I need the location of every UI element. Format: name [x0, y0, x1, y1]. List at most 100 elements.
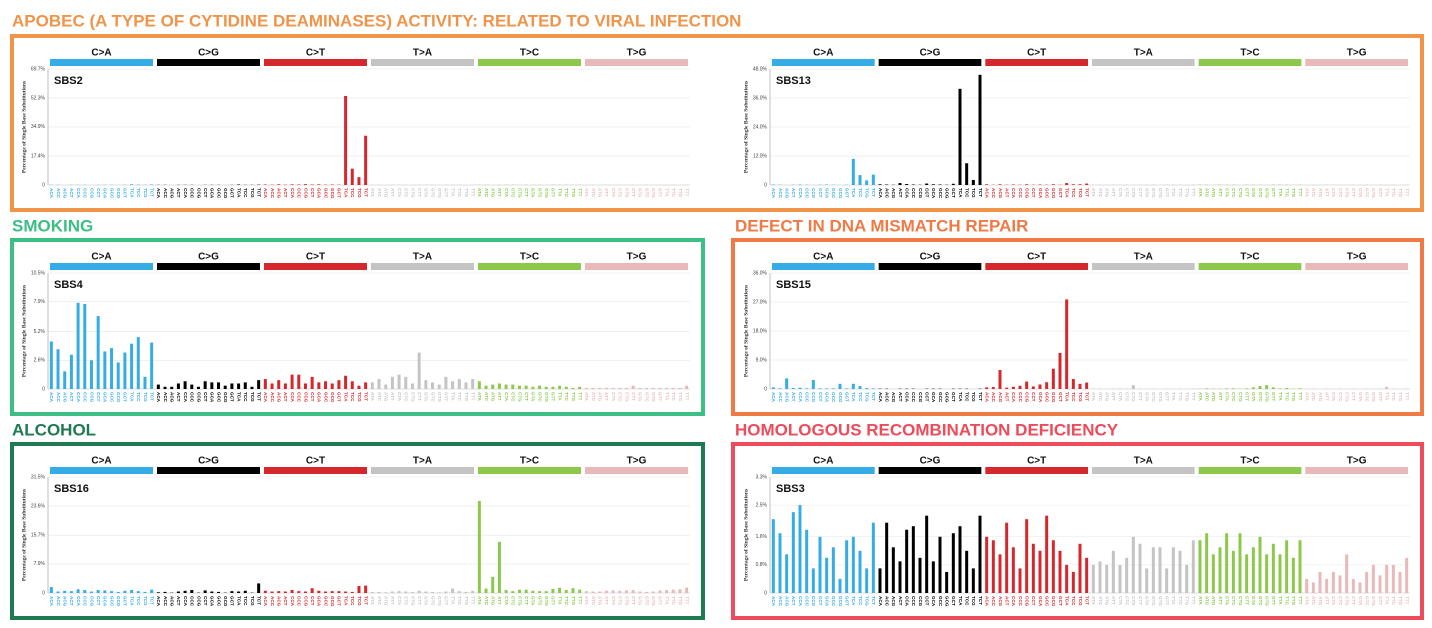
x-tick-label: TCG — [143, 392, 148, 402]
bar — [377, 591, 381, 593]
bar — [978, 515, 982, 593]
x-tick-label: ATG — [1211, 188, 1216, 198]
bar — [891, 547, 895, 593]
section-title: APOBEC (A TYPE OF CYTIDINE DEAMINASES) A… — [12, 11, 741, 30]
bar — [357, 586, 361, 593]
bar — [1031, 543, 1035, 593]
x-tick-label: CTG — [1344, 188, 1349, 198]
x-tick-label: CCA — [798, 596, 803, 607]
mutation-type-strip — [985, 263, 1088, 270]
x-tick-label: TCC — [964, 188, 969, 198]
bar — [477, 381, 481, 389]
mutation-type-strip — [50, 263, 153, 270]
mutation-type-strip — [371, 59, 474, 66]
x-tick-label: CCA — [76, 188, 81, 199]
x-tick-label: ATT — [497, 188, 502, 197]
bar — [497, 541, 501, 593]
mutation-type-strip — [585, 59, 688, 66]
x-tick-label: CCC — [911, 596, 916, 607]
bar — [951, 533, 955, 593]
x-tick-label: GTC — [1258, 392, 1263, 402]
bar — [156, 592, 160, 593]
x-tick-label: CTT — [417, 392, 422, 401]
x-tick-label: GCT — [1058, 188, 1063, 198]
x-tick-label: TCA — [958, 188, 963, 198]
bar — [277, 184, 281, 185]
x-tick-label: ATC — [377, 188, 382, 198]
bar — [658, 387, 662, 389]
x-tick-label: GCC — [1044, 392, 1049, 403]
x-tick-label: TTC — [1391, 392, 1396, 402]
mutation-type-strip — [264, 263, 367, 270]
bar — [1325, 578, 1329, 593]
x-tick-label: CCC — [1018, 392, 1023, 403]
mutation-type-strip — [478, 467, 581, 474]
x-tick-label: GTT — [1378, 392, 1383, 401]
bar — [971, 179, 975, 185]
mutation-type-strip — [585, 263, 688, 270]
bar — [370, 591, 374, 593]
bar — [1211, 554, 1215, 593]
mutation-type-strip — [878, 263, 982, 270]
bar — [898, 183, 902, 185]
x-tick-label: CTT — [1244, 392, 1249, 401]
x-tick-label: GCG — [330, 392, 335, 403]
bar — [771, 387, 775, 389]
bar — [136, 591, 140, 593]
x-tick-label: GTA — [1144, 392, 1149, 402]
x-tick-label: CCT — [1031, 596, 1036, 606]
y-axis-label: Percentage of Single Base Substitutions — [743, 489, 749, 581]
bar — [103, 590, 107, 593]
bar — [484, 588, 488, 593]
mutation-type-strip — [985, 467, 1088, 474]
x-tick-label: ACT — [1004, 392, 1009, 402]
bar — [444, 591, 448, 593]
bar — [531, 590, 535, 593]
x-tick-label: TTA — [450, 596, 455, 605]
x-tick-label: TCT — [363, 596, 368, 605]
bar — [685, 587, 689, 593]
x-tick-label: TCA — [851, 188, 856, 198]
bar — [217, 591, 221, 593]
x-tick-label: CCG — [918, 392, 923, 403]
bar — [444, 376, 448, 389]
x-tick-label: GCA — [317, 188, 322, 199]
bar — [1205, 533, 1209, 593]
x-tick-label: GTG — [651, 188, 656, 198]
x-tick-label: TCG — [971, 188, 976, 198]
bar — [1258, 536, 1262, 593]
x-tick-label: CCG — [303, 188, 308, 199]
x-tick-label: ACC — [991, 392, 996, 403]
x-tick-label: TCC — [350, 392, 355, 402]
bar — [250, 386, 254, 389]
bar — [671, 387, 675, 389]
mutation-type-label: C>T — [306, 48, 325, 59]
bar — [1365, 571, 1369, 593]
x-tick-label: CCA — [904, 392, 909, 403]
bar — [270, 383, 274, 389]
bar — [277, 380, 281, 389]
x-tick-label: ACC — [991, 596, 996, 607]
bar — [778, 388, 782, 389]
x-tick-label: ACA — [263, 188, 268, 199]
x-tick-label: TTT — [1191, 392, 1196, 401]
x-tick-label: GTC — [430, 188, 435, 198]
x-tick-label: GCA — [931, 392, 936, 403]
x-tick-label: ACG — [891, 188, 896, 199]
x-tick-label: CTA — [1331, 596, 1336, 606]
x-tick-label: TTC — [671, 188, 676, 198]
x-tick-label: GTT — [1271, 188, 1276, 197]
x-tick-label: GCC — [938, 596, 943, 607]
bar — [1018, 385, 1022, 389]
mutation-type-label: T>G — [627, 252, 647, 263]
y-tick-label: 18.0% — [753, 328, 768, 334]
y-axis-label: Percentage of Single Base Substitutions — [21, 81, 27, 173]
mutation-type-label: C>G — [198, 252, 219, 263]
x-tick-label: GCC — [323, 596, 328, 607]
bar — [210, 382, 214, 389]
bar — [290, 590, 294, 593]
mutation-type-label: C>A — [91, 252, 111, 263]
x-tick-label: CCG — [196, 188, 201, 199]
mutation-type-label: T>G — [1347, 48, 1367, 59]
x-tick-label: ATG — [384, 392, 389, 402]
